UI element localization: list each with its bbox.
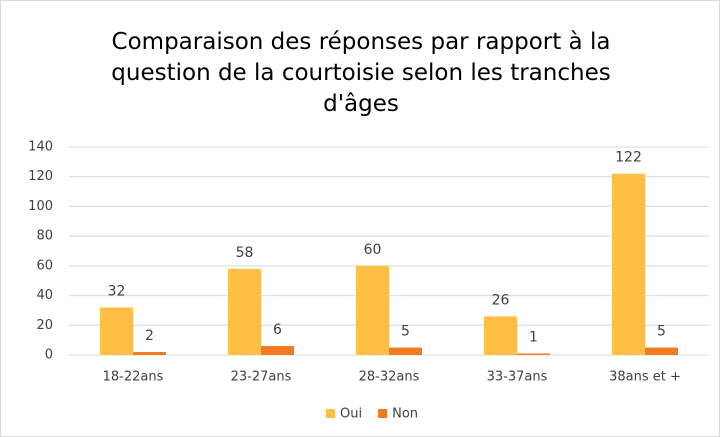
x-tick-label: 18-22ans xyxy=(103,370,164,385)
y-tick-label: 60 xyxy=(36,258,53,273)
data-label: 58 xyxy=(236,245,254,261)
bar xyxy=(612,173,645,355)
data-label: 122 xyxy=(615,150,642,166)
data-label: 2 xyxy=(145,328,154,344)
y-tick-label: 80 xyxy=(36,229,53,244)
legend-label: Oui xyxy=(340,407,362,422)
y-tick-label: 20 xyxy=(36,318,53,333)
legend-label: Non xyxy=(392,407,418,422)
bar xyxy=(517,353,550,355)
bar xyxy=(356,265,389,355)
y-tick-label: 140 xyxy=(28,140,53,155)
bar xyxy=(100,307,133,355)
legend-swatch xyxy=(378,409,388,418)
y-tick-label: 100 xyxy=(28,199,53,214)
bar xyxy=(484,316,517,355)
data-label: 26 xyxy=(492,292,510,308)
data-label: 60 xyxy=(364,242,382,258)
bar xyxy=(645,347,678,355)
y-tick-label: 40 xyxy=(36,288,53,303)
x-tick-label: 33-37ans xyxy=(487,370,548,385)
data-label: 5 xyxy=(657,324,666,340)
data-label: 1 xyxy=(529,330,538,346)
data-label: 5 xyxy=(401,324,410,340)
data-label: 32 xyxy=(108,283,126,299)
y-tick-label: 0 xyxy=(45,348,53,363)
bar xyxy=(389,347,422,355)
bar xyxy=(261,346,294,355)
bar xyxy=(133,352,166,355)
data-label: 6 xyxy=(273,322,282,338)
x-tick-label: 23-27ans xyxy=(231,370,292,385)
legend-swatch xyxy=(326,409,335,418)
x-tick-label: 28-32ans xyxy=(359,370,420,385)
y-tick-label: 120 xyxy=(28,169,53,184)
x-tick-label: 38ans et + xyxy=(609,370,681,385)
chart-title: Comparaison des réponses par rapport à l… xyxy=(111,29,611,117)
bar xyxy=(228,268,261,355)
